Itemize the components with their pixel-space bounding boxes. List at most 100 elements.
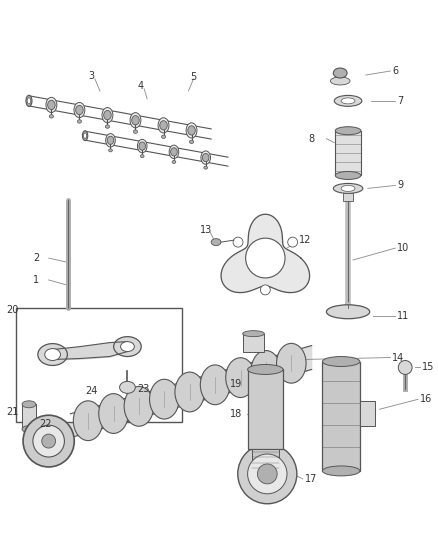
Bar <box>335 131 361 175</box>
Text: 4: 4 <box>137 81 143 91</box>
Ellipse shape <box>73 401 103 441</box>
Circle shape <box>247 454 287 494</box>
Ellipse shape <box>211 239 221 246</box>
Bar <box>16 308 182 422</box>
Ellipse shape <box>74 102 85 118</box>
Text: 23: 23 <box>137 384 150 394</box>
Text: 2: 2 <box>33 253 39 263</box>
Ellipse shape <box>162 135 166 139</box>
Ellipse shape <box>333 183 363 193</box>
Polygon shape <box>221 214 310 293</box>
Ellipse shape <box>201 151 211 164</box>
Text: 15: 15 <box>422 362 434 373</box>
Circle shape <box>258 464 277 484</box>
Ellipse shape <box>99 394 128 433</box>
Ellipse shape <box>341 98 355 104</box>
Text: 5: 5 <box>191 72 197 82</box>
Ellipse shape <box>27 98 31 104</box>
Bar <box>360 401 374 426</box>
Text: 24: 24 <box>85 386 98 397</box>
Ellipse shape <box>46 98 57 112</box>
Ellipse shape <box>48 100 55 110</box>
Ellipse shape <box>276 343 306 383</box>
Ellipse shape <box>76 106 83 115</box>
Ellipse shape <box>190 140 194 143</box>
Ellipse shape <box>45 349 60 360</box>
Text: 16: 16 <box>420 394 432 405</box>
Ellipse shape <box>334 95 362 107</box>
Ellipse shape <box>102 108 113 123</box>
Ellipse shape <box>149 379 179 419</box>
Ellipse shape <box>107 136 114 144</box>
Ellipse shape <box>138 139 147 153</box>
Ellipse shape <box>84 133 87 139</box>
Text: 17: 17 <box>305 474 317 484</box>
Ellipse shape <box>202 154 209 161</box>
Ellipse shape <box>140 155 144 158</box>
Bar <box>247 369 283 449</box>
Ellipse shape <box>188 126 195 135</box>
Text: 3: 3 <box>88 71 94 81</box>
Text: 19: 19 <box>230 379 242 390</box>
Ellipse shape <box>247 365 283 375</box>
Text: 7: 7 <box>397 96 403 106</box>
Text: 21: 21 <box>6 407 19 417</box>
Ellipse shape <box>82 131 88 141</box>
Text: 13: 13 <box>200 225 212 235</box>
Ellipse shape <box>114 337 141 357</box>
Ellipse shape <box>226 358 255 398</box>
Circle shape <box>398 360 412 375</box>
Ellipse shape <box>22 401 36 408</box>
Circle shape <box>42 434 56 448</box>
Circle shape <box>33 425 64 457</box>
Circle shape <box>238 444 297 504</box>
Ellipse shape <box>186 123 197 138</box>
Ellipse shape <box>124 386 154 426</box>
Text: 8: 8 <box>308 134 314 144</box>
Text: 11: 11 <box>397 311 410 321</box>
Ellipse shape <box>326 305 370 319</box>
Ellipse shape <box>204 166 208 169</box>
Ellipse shape <box>330 77 350 85</box>
Ellipse shape <box>341 185 355 191</box>
Ellipse shape <box>104 110 111 120</box>
Ellipse shape <box>130 112 141 128</box>
Bar <box>343 193 353 201</box>
Text: 6: 6 <box>392 66 399 76</box>
Circle shape <box>288 237 297 247</box>
Ellipse shape <box>251 351 281 390</box>
Bar <box>243 334 265 352</box>
Text: 10: 10 <box>397 243 410 253</box>
Polygon shape <box>71 345 311 438</box>
Text: 14: 14 <box>392 352 405 362</box>
Text: 20: 20 <box>6 305 19 315</box>
Circle shape <box>23 415 74 467</box>
Ellipse shape <box>109 149 112 152</box>
Ellipse shape <box>160 120 167 130</box>
Text: 18: 18 <box>230 409 242 419</box>
Ellipse shape <box>106 125 110 128</box>
Ellipse shape <box>169 145 179 158</box>
Bar <box>22 404 36 429</box>
Ellipse shape <box>120 382 135 393</box>
Ellipse shape <box>322 357 360 367</box>
Ellipse shape <box>26 95 32 107</box>
Text: 1: 1 <box>33 275 39 285</box>
Ellipse shape <box>49 115 53 118</box>
Text: 9: 9 <box>397 181 403 190</box>
Ellipse shape <box>134 130 138 133</box>
Ellipse shape <box>175 372 205 412</box>
Ellipse shape <box>139 142 145 150</box>
Ellipse shape <box>78 120 81 123</box>
Bar <box>251 449 279 471</box>
Circle shape <box>233 237 243 247</box>
Text: 12: 12 <box>299 235 311 245</box>
Ellipse shape <box>333 68 347 78</box>
Ellipse shape <box>322 466 360 476</box>
Circle shape <box>246 238 285 278</box>
Ellipse shape <box>335 127 361 135</box>
Text: 22: 22 <box>39 419 51 429</box>
Ellipse shape <box>106 134 115 147</box>
Ellipse shape <box>38 344 67 366</box>
Ellipse shape <box>172 160 176 164</box>
